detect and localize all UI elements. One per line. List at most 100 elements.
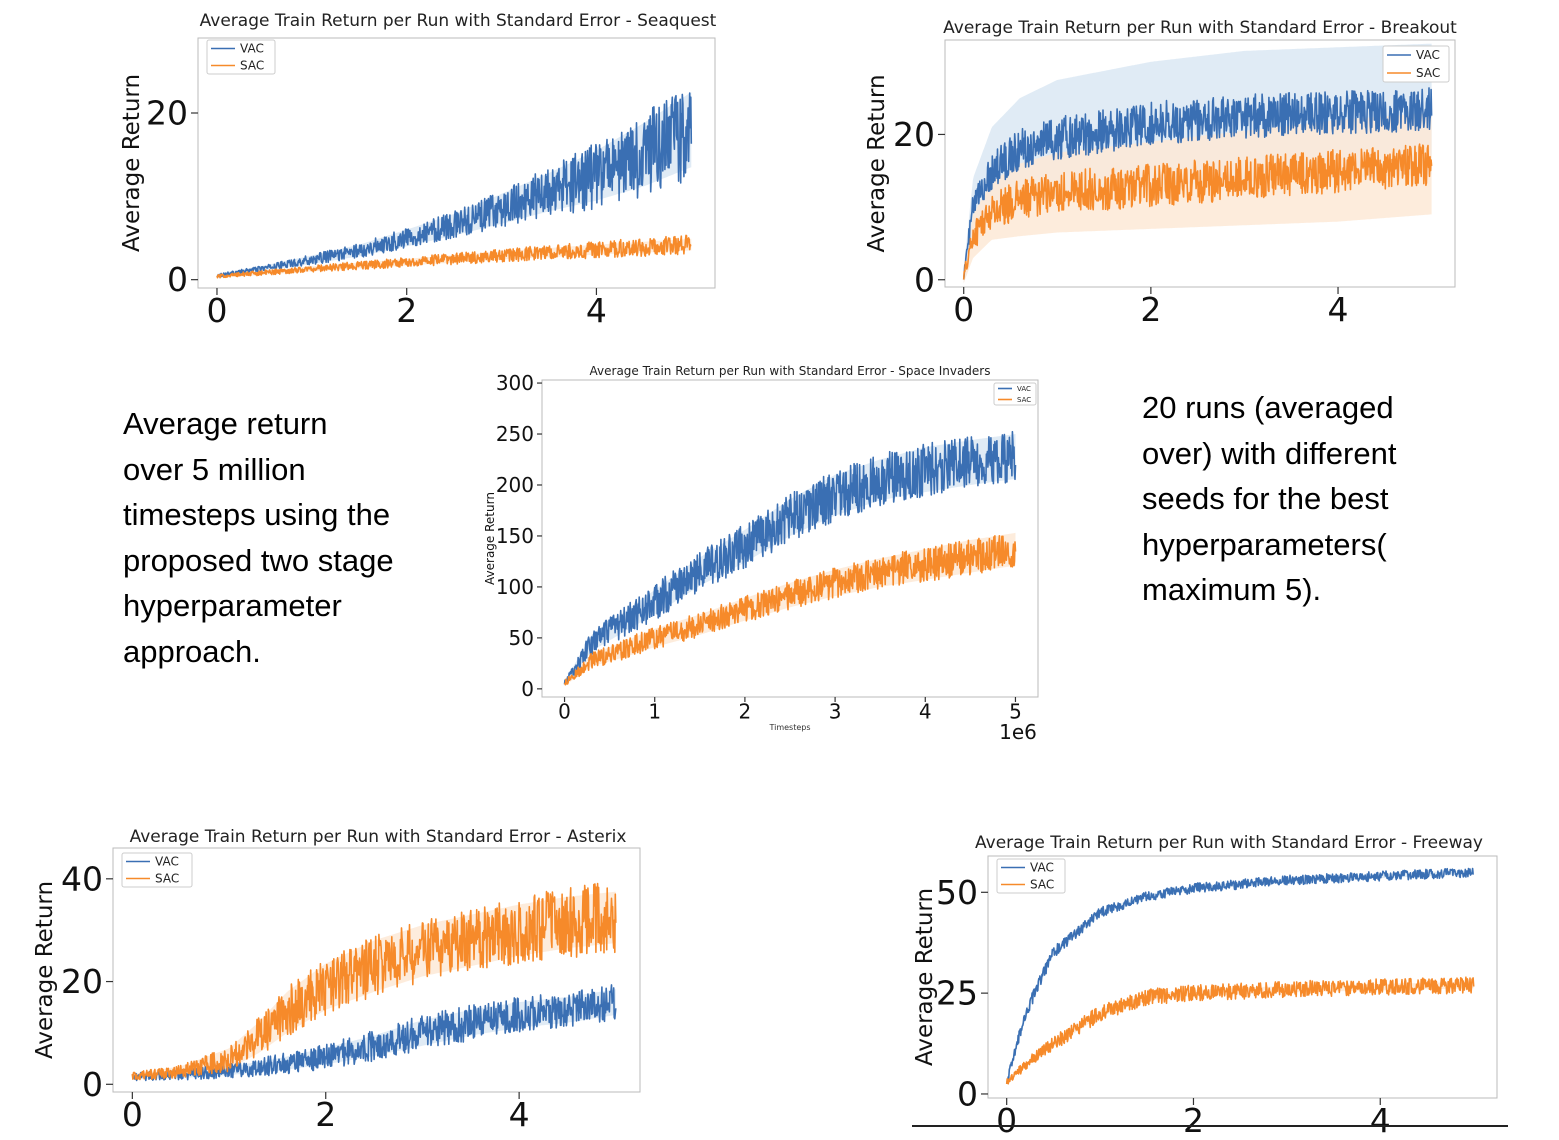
plot-frame	[112, 847, 641, 1093]
y-tick-label: 0	[521, 677, 534, 701]
left-note-line: Average return	[123, 406, 328, 441]
plot-area	[1005, 867, 1475, 1085]
y-tick-label: 250	[496, 422, 534, 446]
right-note-line: hyperparameters(	[1142, 526, 1387, 562]
legend-label-sac: SAC	[1030, 878, 1054, 892]
y-tick-label: 50	[936, 873, 978, 912]
x-tick-label: 2	[315, 1095, 336, 1134]
x-tick-label: 5	[1009, 699, 1022, 723]
x-axis-label: Timesteps	[768, 723, 810, 732]
x-tick-label: 0	[953, 290, 974, 329]
series-band-vac	[132, 989, 616, 1080]
series-line-sac	[1005, 976, 1475, 1085]
plot-area	[216, 92, 693, 279]
right-note: 20 runs (averaged over) with different s…	[1142, 385, 1396, 613]
legend: VAC SAC	[121, 852, 193, 888]
y-tick-label: 100	[496, 575, 534, 599]
chart-title: Average Train Return per Run with Standa…	[200, 11, 717, 31]
right-note-line: over) with different	[1142, 435, 1397, 471]
x-tick-label: 0	[122, 1095, 143, 1134]
legend: VAC SAC	[996, 858, 1066, 894]
series-line-sac	[131, 882, 617, 1081]
legend-label-sac: SAC	[1416, 66, 1440, 80]
legend-label-sac: SAC	[240, 59, 264, 73]
x-tick-label: 4	[919, 699, 932, 723]
x-tick-label: 0	[558, 699, 571, 723]
chart-seaquest: Average Train Return per Run with Standa…	[119, 11, 717, 330]
bottom-divider-line	[912, 1125, 1508, 1127]
y-tick-label: 25	[936, 974, 978, 1013]
chart-title: Average Train Return per Run with Standa…	[943, 18, 1457, 38]
series-band-sac	[963, 112, 1432, 284]
y-tick-label: 0	[167, 260, 188, 299]
x-tick-label: 0	[206, 291, 227, 330]
x-tick-label: 4	[1328, 290, 1349, 329]
x-tick-label: 2	[396, 291, 417, 330]
y-tick-label: 50	[509, 626, 534, 650]
right-note-line: maximum 5).	[1142, 572, 1322, 607]
left-note-line: hyperparameter	[123, 588, 342, 623]
right-note-line: seeds for the best	[1142, 481, 1389, 516]
x-tick-label: 1	[648, 699, 661, 723]
left-note-line: approach.	[123, 633, 261, 669]
y-tick-label: 0	[957, 1075, 978, 1114]
y-tick-label: 0	[82, 1065, 103, 1104]
series-line-vac	[563, 430, 1017, 685]
legend: VAC SAC	[993, 382, 1037, 406]
left-note-line: proposed two stage	[123, 542, 394, 578]
chart-title: Average Train Return per Run with Standa…	[590, 364, 991, 378]
plot-area	[962, 43, 1433, 284]
series-line-sac	[962, 143, 1433, 280]
series-line-vac	[131, 984, 617, 1082]
y-tick-label: 20	[146, 94, 188, 133]
right-note-line: 20 runs (averaged	[1142, 390, 1394, 425]
plot-frame	[987, 855, 1498, 1099]
series-line-vac	[216, 92, 693, 278]
chart-title: Average Train Return per Run with Standa…	[975, 833, 1483, 853]
series-band-vac	[1006, 870, 1474, 1084]
plot-frame	[197, 37, 716, 289]
legend: VAC SAC	[206, 39, 276, 75]
x-tick-label: 2	[1140, 290, 1161, 329]
chart-title: Average Train Return per Run with Standa…	[130, 827, 627, 847]
y-axis-label: Average Return	[32, 881, 58, 1059]
series-band-sac	[1006, 981, 1474, 1084]
legend-label-vac: VAC	[1030, 861, 1054, 875]
legend-label-vac: VAC	[240, 42, 264, 56]
chart-breakout: Average Train Return per Run with Standa…	[864, 18, 1457, 329]
legend-label-sac: SAC	[155, 872, 179, 886]
legend-label-sac: SAC	[1017, 396, 1031, 404]
x-tick-label: 4	[509, 1095, 530, 1134]
legend-label-vac: VAC	[1017, 385, 1031, 393]
chart-asterix: Average Train Return per Run with Standa…	[32, 827, 641, 1134]
x-tick-label: 0	[996, 1101, 1017, 1136]
y-axis-label: Average Return	[864, 74, 890, 252]
legend: VAC SAC	[1382, 45, 1450, 83]
plot-area	[131, 882, 617, 1082]
y-axis-label: Average Return	[483, 492, 497, 585]
y-tick-label: 150	[496, 524, 534, 548]
x-tick-label: 4	[586, 291, 607, 330]
legend-label-vac: VAC	[155, 855, 179, 869]
series-line-vac	[1005, 867, 1474, 1085]
y-tick-label: 200	[496, 473, 534, 497]
x-tick-label: 4	[1370, 1101, 1391, 1136]
x-offset-label: 1e6	[999, 720, 1037, 744]
left-note-line: over 5 million	[123, 451, 306, 487]
y-tick-label: 0	[914, 260, 935, 299]
x-tick-label: 2	[1183, 1101, 1204, 1136]
series-line-vac	[962, 87, 1433, 280]
y-axis-label: Average Return	[119, 74, 145, 252]
y-tick-label: 40	[61, 859, 103, 898]
plot-frame	[541, 379, 1039, 698]
y-tick-label: 20	[893, 115, 935, 154]
plot-area	[563, 430, 1017, 686]
plot-frame	[944, 39, 1456, 288]
left-note: Average return over 5 million timesteps …	[123, 401, 394, 674]
left-note-line: timesteps using the	[123, 497, 391, 532]
y-tick-label: 300	[496, 371, 534, 395]
y-axis-label: Average Return	[912, 888, 938, 1066]
chart-space-invaders: Average Train Return per Run with Standa…	[483, 364, 1039, 744]
